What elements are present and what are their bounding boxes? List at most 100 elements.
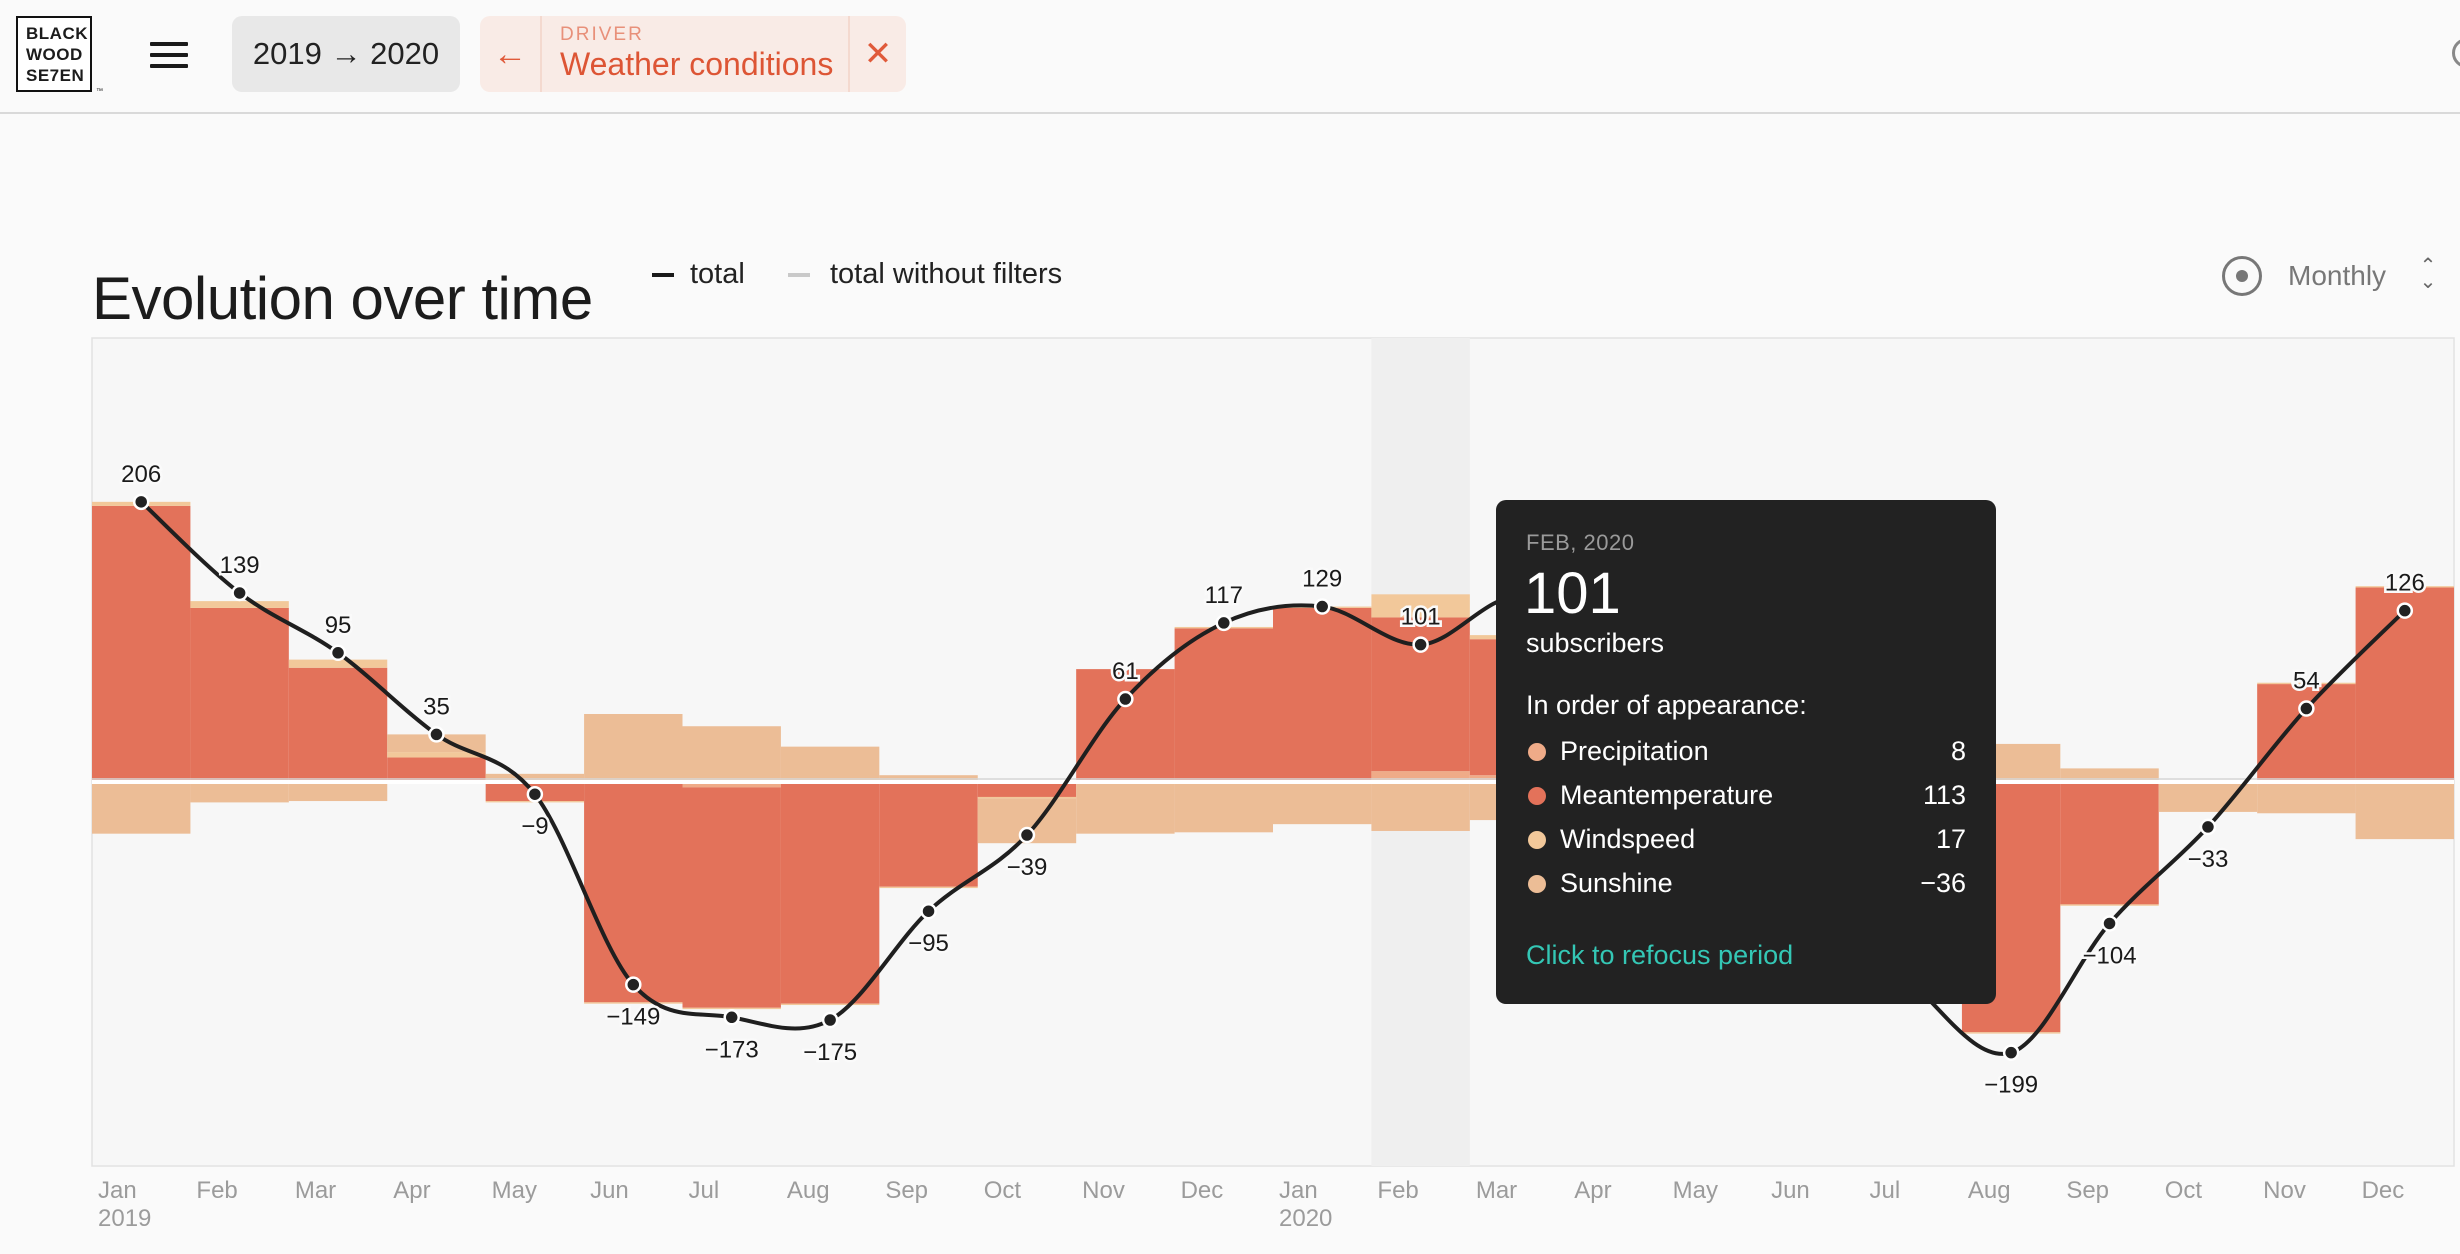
bar-windspeed[interactable]: [2060, 904, 2159, 906]
back-arrow-icon[interactable]: ←: [493, 34, 527, 73]
total-point[interactable]: [2396, 602, 2414, 619]
total-point[interactable]: [1313, 598, 1331, 615]
total-point[interactable]: [526, 785, 544, 803]
bar-windspeed[interactable]: [584, 1002, 683, 1004]
bar-windspeed[interactable]: [1961, 1032, 2061, 1034]
bar-sunshine[interactable]: [879, 775, 978, 781]
data-label: 95: [325, 612, 352, 639]
section-title: Evolution over time: [92, 265, 593, 333]
bar-windspeed[interactable]: [2257, 682, 2356, 685]
bar-sunshine[interactable]: [1371, 782, 1470, 831]
total-point[interactable]: [2002, 1044, 2020, 1061]
bar-meantemperature[interactable]: [92, 505, 191, 781]
tooltip-row-name: Meantemperature: [1560, 780, 1774, 810]
bar-sunshine[interactable]: [190, 783, 289, 803]
bar-sunshine[interactable]: [1273, 782, 1372, 825]
driver-name[interactable]: Weather conditions: [560, 46, 834, 82]
bar-windspeed[interactable]: [2355, 586, 2454, 588]
bar-sunshine[interactable]: [1174, 782, 1273, 833]
x-tick-label: Aug: [1968, 1177, 2011, 1204]
chevron-updown-icon[interactable]: ⌃ ⌄: [2419, 255, 2437, 293]
bar-windspeed[interactable]: [190, 601, 289, 608]
total-point[interactable]: [329, 644, 347, 662]
total-point[interactable]: [132, 493, 150, 511]
x-tick-label: Apr: [393, 1177, 430, 1204]
bar-sunshine[interactable]: [2060, 768, 2159, 782]
trademark-mark: ™: [96, 88, 103, 95]
tooltip-row-precipitation: Precipitation 8: [1526, 732, 1966, 772]
data-label: −104: [2083, 942, 2137, 969]
total-point[interactable]: [1412, 636, 1429, 653]
bar-sunshine[interactable]: [682, 726, 781, 782]
bar-precipitation[interactable]: [1371, 771, 1470, 782]
bar-meantemperature[interactable]: [1273, 607, 1372, 781]
bar-sunshine[interactable]: [2257, 784, 2356, 814]
bar-precipitation[interactable]: [682, 782, 781, 788]
x-tick-label: Aug: [787, 1177, 830, 1204]
bar-sunshine[interactable]: [1076, 783, 1175, 834]
bar-meantemperature[interactable]: [2257, 684, 2356, 782]
total-point[interactable]: [2101, 915, 2118, 932]
total-point[interactable]: [1215, 614, 1233, 632]
bar-sunshine[interactable]: [584, 714, 683, 782]
brand-logo[interactable]: BLACK WOOD SE7EN: [16, 16, 92, 92]
bar-meantemperature[interactable]: [780, 783, 880, 1004]
total-point[interactable]: [428, 726, 445, 743]
bar-meantemperature[interactable]: [2355, 587, 2454, 782]
logo-line: WOOD: [26, 44, 83, 64]
close-icon[interactable]: ✕: [863, 35, 893, 73]
bar-meantemperature[interactable]: [387, 757, 486, 781]
total-point[interactable]: [723, 1009, 740, 1026]
total-point[interactable]: [1018, 826, 1036, 844]
x-tick-label: May: [492, 1177, 537, 1204]
bar-windspeed[interactable]: [780, 1003, 880, 1006]
bar-sunshine[interactable]: [288, 782, 388, 802]
bar-meantemperature[interactable]: [2060, 783, 2159, 905]
bar-meantemperature[interactable]: [879, 782, 978, 887]
x-tick-label: Nov: [2263, 1177, 2306, 1204]
total-point[interactable]: [1117, 690, 1134, 708]
bar-sunshine[interactable]: [2355, 783, 2454, 840]
bar-sunshine[interactable]: [780, 746, 880, 782]
bar-windspeed[interactable]: [288, 659, 388, 668]
data-label: −9: [521, 813, 548, 840]
bar-meantemperature[interactable]: [190, 607, 289, 782]
bar-windspeed[interactable]: [387, 752, 486, 758]
total-point[interactable]: [625, 976, 642, 993]
data-label: 101: [1401, 604, 1441, 631]
x-tick-label: Jul: [689, 1177, 720, 1204]
bar-sunshine[interactable]: [92, 782, 191, 834]
bar-windspeed[interactable]: [682, 1007, 781, 1010]
bar-sunshine[interactable]: [485, 773, 585, 782]
bar-meantemperature[interactable]: [584, 783, 683, 1003]
bar-meantemperature[interactable]: [1174, 628, 1273, 781]
data-label: −199: [1984, 1072, 2038, 1099]
bar-windspeed[interactable]: [1371, 594, 1470, 618]
total-point[interactable]: [821, 1011, 839, 1029]
target-icon[interactable]: [2222, 256, 2262, 296]
tooltip-row-windspeed: Windspeed 17: [1526, 820, 1966, 860]
data-label: −173: [705, 1036, 759, 1063]
bar-meantemperature[interactable]: [288, 667, 388, 781]
x-tick-year: 2020: [1279, 1205, 1332, 1232]
granularity-select[interactable]: Monthly: [2288, 260, 2387, 291]
period-selector-button[interactable]: 2019 → 2020: [232, 16, 460, 92]
data-label: 54: [2293, 668, 2320, 695]
hamburger-menu-icon[interactable]: [150, 42, 190, 70]
x-tick-label: May: [1673, 1177, 1718, 1204]
bar-meantemperature[interactable]: [977, 782, 1077, 797]
total-point[interactable]: [2199, 818, 2217, 836]
total-point[interactable]: [2298, 700, 2315, 717]
data-label: −95: [908, 930, 949, 957]
bar-meantemperature[interactable]: [682, 787, 781, 1008]
bar-windspeed[interactable]: [879, 886, 978, 889]
total-point[interactable]: [231, 584, 248, 602]
x-tick-label: Jan: [1279, 1177, 1318, 1204]
refocus-period-link[interactable]: Click to refocus period: [1526, 940, 1794, 970]
bar-windspeed[interactable]: [977, 796, 1077, 799]
color-swatch: [1528, 831, 1546, 849]
total-point[interactable]: [920, 902, 937, 920]
x-tick-label: Oct: [984, 1177, 1022, 1204]
bar-meantemperature[interactable]: [1076, 669, 1175, 781]
